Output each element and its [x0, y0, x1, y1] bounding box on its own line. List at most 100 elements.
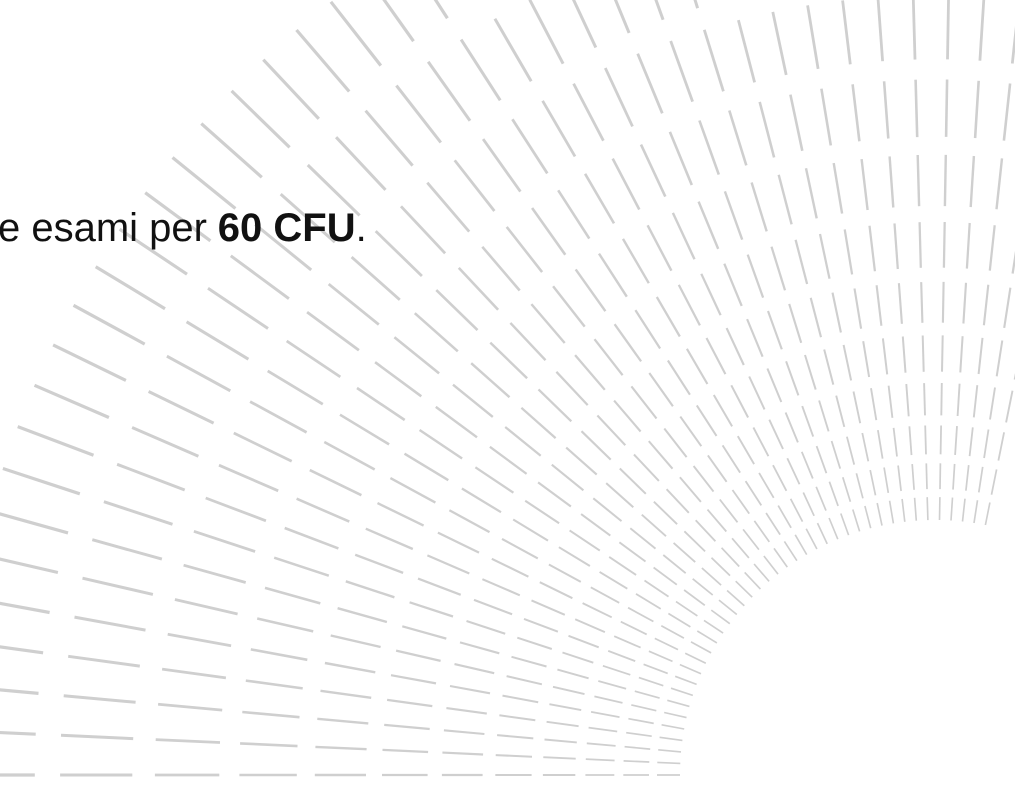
decor-dash [818, 233, 831, 279]
decor-dash [869, 469, 877, 496]
decor-dash [624, 745, 651, 750]
decor-dash [279, 192, 336, 244]
decor-dash [523, 617, 559, 633]
decor-dash [459, 38, 502, 102]
decor-dash [657, 761, 681, 765]
decor-dash [229, 254, 290, 300]
decor-dash [393, 336, 440, 375]
decor-dash [725, 327, 745, 366]
decor-dash [91, 538, 163, 561]
decor-dash [598, 680, 627, 690]
decor-dash [491, 557, 529, 578]
decor-dash [959, 336, 964, 373]
decor-dash [551, 463, 585, 492]
decor-dash [634, 690, 660, 699]
decor-dash [548, 563, 582, 583]
decor-dash [816, 522, 828, 545]
decor-dash [596, 414, 627, 446]
decor-dash [597, 252, 628, 298]
decor-dash [726, 589, 745, 607]
decor-dash [815, 445, 828, 474]
decor-dash [474, 466, 515, 494]
decor-dash [636, 53, 664, 114]
decor-dash [832, 162, 844, 214]
decor-dash [806, 5, 820, 70]
decor-dash [641, 513, 667, 537]
decor-dash [562, 651, 594, 664]
decor-dash [594, 695, 623, 704]
decor-dash [418, 428, 463, 460]
decor-dash [977, 337, 984, 375]
decor-dash [695, 519, 717, 542]
decor-dash [828, 517, 839, 540]
decor-dash [668, 131, 693, 186]
decor-dash [662, 554, 687, 574]
decor-dash [772, 464, 788, 492]
decor-dash [580, 513, 611, 537]
decor-dash [167, 632, 232, 648]
decor-dash [665, 488, 690, 514]
decor-dash [599, 571, 628, 590]
decor-dash [144, 191, 212, 243]
decor-dash [818, 400, 830, 432]
decor-dash [481, 138, 522, 193]
decor-dash [493, 18, 533, 83]
decor-dash [207, 287, 269, 330]
decor-dash [395, 649, 441, 663]
decor-dash [0, 601, 50, 615]
decor-dash [442, 751, 484, 756]
decor-dash [913, 497, 918, 521]
decor-dash [489, 445, 528, 475]
decor-dash [655, 296, 681, 338]
decor-dash [446, 707, 487, 715]
decor-dash [569, 529, 601, 552]
decor-dash [648, 650, 673, 663]
decor-dash [861, 432, 870, 462]
decor-dash [659, 736, 683, 742]
decor-dash [549, 703, 582, 712]
decor-dash [583, 173, 616, 225]
decor-dash [661, 723, 685, 730]
decor-dash [574, 354, 606, 391]
decor-dash [785, 360, 800, 396]
decor-dash [794, 239, 809, 285]
decor-dash [660, 625, 685, 639]
decor-dash [497, 734, 534, 740]
decor-dash [481, 578, 521, 597]
decor-dash [990, 469, 998, 495]
decor-dash [728, 110, 748, 166]
decor-dash [887, 385, 894, 418]
decor-dash [572, 83, 605, 142]
decor-dash [262, 58, 320, 120]
decor-dash [531, 207, 567, 256]
decor-dash [712, 394, 733, 427]
decor-dash [245, 679, 303, 690]
decor-dash [94, 265, 166, 311]
decor-dash [965, 465, 970, 491]
decor-dash [648, 372, 674, 407]
decor-dash [944, 79, 949, 137]
decor-dash [242, 710, 300, 719]
decor-dash [638, 676, 664, 687]
decor-dash [264, 586, 321, 605]
decor-dash [501, 537, 539, 560]
decor-dash [403, 452, 449, 482]
decor-dash [296, 497, 350, 523]
decor-dash [580, 430, 612, 461]
decor-dash [888, 156, 895, 208]
decor-dash [171, 156, 237, 210]
decor-dash [74, 615, 146, 632]
decor-dash [309, 468, 362, 497]
decor-dash [585, 758, 615, 762]
decor-dash [634, 309, 662, 350]
decor-dash [345, 580, 395, 599]
decor-dash [862, 341, 871, 378]
decor-dash [746, 318, 764, 358]
decor-dash [707, 454, 728, 483]
decor-dash [574, 268, 607, 312]
decor-dash [815, 486, 827, 511]
decor-dash [916, 154, 921, 207]
decor-dash [157, 702, 223, 712]
decor-dash [721, 444, 741, 474]
decor-dash [582, 602, 613, 619]
